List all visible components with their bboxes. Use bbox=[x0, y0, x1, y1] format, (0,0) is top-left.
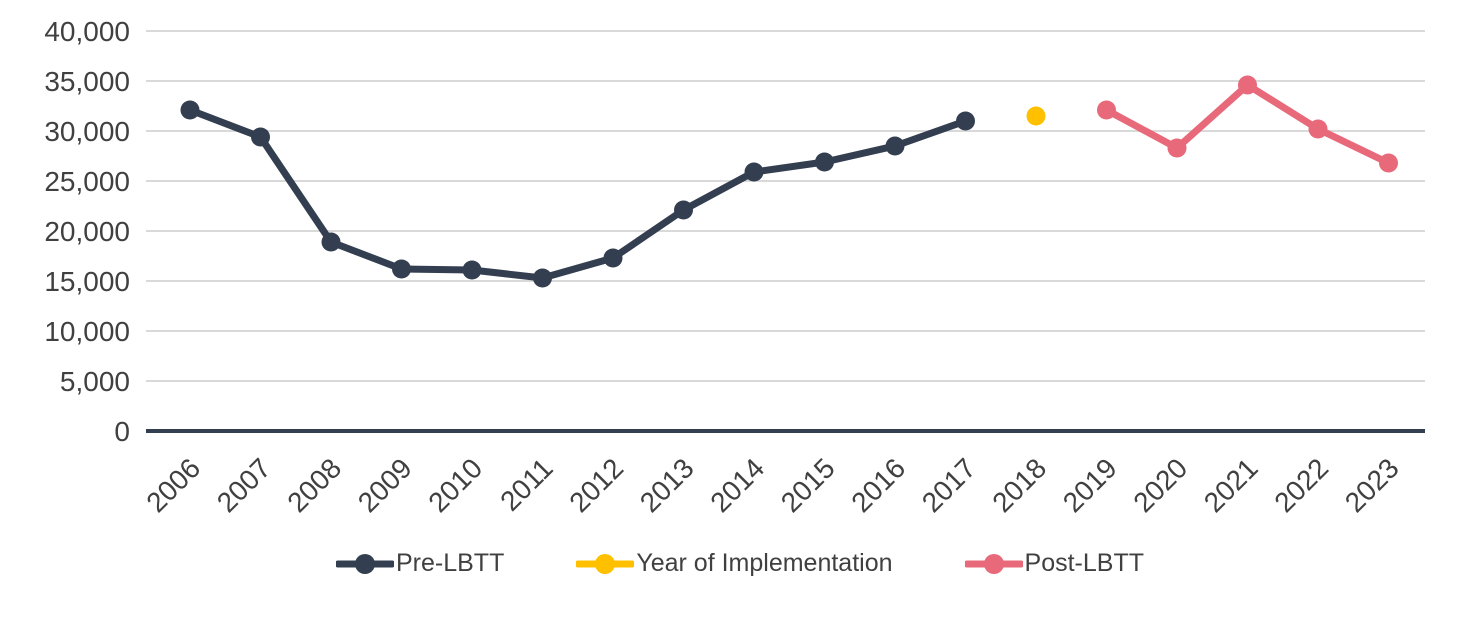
x-tick-label: 2023 bbox=[1339, 452, 1405, 518]
x-tick-label: 2013 bbox=[634, 452, 700, 518]
x-tick-label: 2009 bbox=[352, 452, 418, 518]
y-tick-label: 5,000 bbox=[60, 366, 130, 397]
data-point-pre-lbtt-2013 bbox=[674, 200, 693, 220]
x-tick-label: 2007 bbox=[211, 452, 277, 518]
x-tick-label: 2006 bbox=[140, 452, 206, 518]
legend-item-post-lbtt: Post-LBTT bbox=[963, 549, 1145, 578]
pre-lbtt-line-marker-icon bbox=[334, 552, 396, 576]
y-tick-label: 40,000 bbox=[44, 16, 130, 47]
data-point-pre-lbtt-2017 bbox=[956, 111, 975, 131]
year-of-implementation-line-marker-icon bbox=[574, 552, 636, 576]
y-tick-label: 20,000 bbox=[44, 216, 130, 247]
legend-item-year-of-implementation: Year of Implementation bbox=[574, 549, 893, 578]
x-tick-label: 2008 bbox=[281, 452, 347, 518]
data-point-pre-lbtt-2006 bbox=[180, 100, 200, 120]
y-tick-label: 15,000 bbox=[44, 266, 130, 297]
x-tick-label: 2012 bbox=[563, 452, 629, 518]
data-point-pre-lbtt-2011 bbox=[533, 268, 552, 288]
data-point-post-lbtt-2021 bbox=[1238, 75, 1257, 95]
data-point-pre-lbtt-2010 bbox=[462, 260, 482, 280]
y-tick-label: 35,000 bbox=[44, 66, 130, 97]
data-point-pre-lbtt-2016 bbox=[885, 136, 905, 156]
x-tick-label: 2022 bbox=[1268, 452, 1334, 518]
y-tick-label: 10,000 bbox=[44, 316, 130, 347]
chart-legend: Pre-LBTT Year of Implementation Post-LBT… bbox=[0, 549, 1480, 578]
data-point-pre-lbtt-2008 bbox=[321, 232, 341, 252]
legend-label-year-of-implementation: Year of Implementation bbox=[636, 549, 893, 577]
x-tick-label: 2020 bbox=[1127, 452, 1193, 518]
x-tick-label: 2016 bbox=[845, 452, 911, 518]
x-tick-label: 2017 bbox=[916, 452, 982, 518]
x-tick-label: 2010 bbox=[422, 452, 488, 518]
legend-label-pre-lbtt: Pre-LBTT bbox=[395, 549, 505, 577]
series-line-pre-lbtt bbox=[186, 106, 969, 282]
data-point-pre-lbtt-2015 bbox=[815, 152, 834, 172]
x-tick-label: 2015 bbox=[775, 452, 841, 518]
x-tick-label: 2011 bbox=[494, 452, 559, 517]
x-tick-label: 2018 bbox=[986, 452, 1052, 518]
legend-label-post-lbtt: Post-LBTT bbox=[1024, 549, 1145, 577]
post-lbtt-line-marker-icon bbox=[963, 552, 1025, 576]
data-point-post-lbtt-2022 bbox=[1308, 119, 1328, 139]
x-tick-label: 2019 bbox=[1057, 452, 1123, 518]
y-tick-label: 25,000 bbox=[44, 166, 130, 197]
series-line-post-lbtt bbox=[1103, 81, 1392, 167]
x-tick-label: 2014 bbox=[704, 452, 770, 518]
data-point-post-lbtt-2023 bbox=[1379, 153, 1398, 173]
data-point-pre-lbtt-2007 bbox=[251, 127, 270, 147]
data-point-year-of-implementation-2018 bbox=[1026, 106, 1046, 126]
y-tick-label: 30,000 bbox=[44, 116, 130, 147]
y-tick-label: 0 bbox=[114, 416, 130, 447]
x-tick-label: 2021 bbox=[1198, 452, 1264, 518]
data-point-pre-lbtt-2014 bbox=[744, 162, 764, 182]
data-point-post-lbtt-2019 bbox=[1097, 100, 1116, 120]
legend-item-pre-lbtt: Pre-LBTT bbox=[334, 549, 505, 578]
data-point-post-lbtt-2020 bbox=[1167, 138, 1187, 158]
data-point-pre-lbtt-2012 bbox=[603, 248, 623, 268]
data-point-pre-lbtt-2009 bbox=[392, 259, 411, 279]
